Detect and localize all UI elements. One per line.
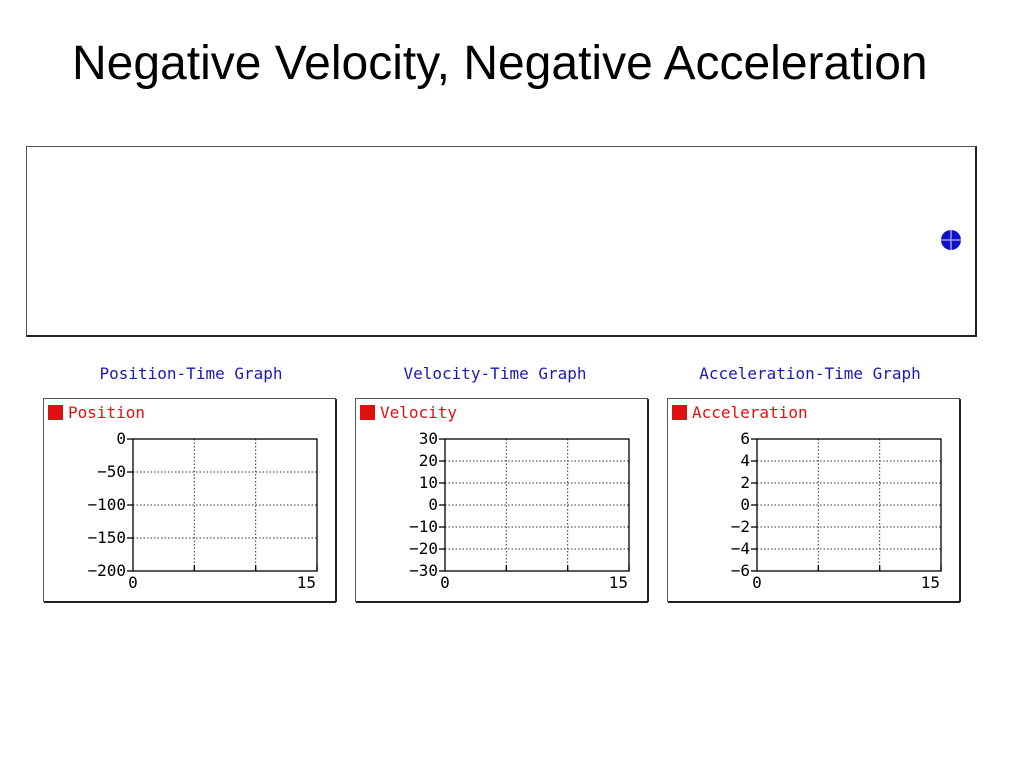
legend-label: Velocity [380, 403, 457, 422]
y-tick-label: −20 [409, 539, 438, 558]
x-tick-label: 15 [921, 573, 940, 592]
acceleration-time-graph: Acceleration 6 4 2 0 −2 −4 −6 0 15 [667, 398, 961, 603]
y-tick-label: 20 [419, 451, 438, 470]
graph-frame [355, 398, 648, 602]
x-tick-label: 0 [440, 573, 450, 592]
x-tick-label: 15 [297, 573, 316, 592]
velocity-time-graph: Velocity 30 20 10 0 −10 −20 −30 0 15 [355, 398, 649, 603]
motion-track [26, 146, 977, 337]
y-tick-label: −50 [97, 462, 126, 481]
y-tick-label: −200 [87, 561, 126, 580]
legend-swatch [360, 405, 375, 420]
x-tick-label: 15 [609, 573, 628, 592]
y-tick-label: 0 [428, 495, 438, 514]
y-tick-label: 6 [740, 429, 750, 448]
moving-object [941, 230, 961, 250]
y-tick-label: −150 [87, 528, 126, 547]
y-tick-label: 0 [116, 429, 126, 448]
y-tick-label: 2 [740, 473, 750, 492]
x-tick-label: 0 [752, 573, 762, 592]
y-tick-label: −6 [731, 561, 750, 580]
graph-frame [43, 398, 336, 602]
y-tick-label: −2 [731, 517, 750, 536]
slide-title: Negative Velocity, Negative Acceleration [72, 37, 928, 90]
legend-swatch [672, 405, 687, 420]
y-tick-label: −4 [731, 539, 750, 558]
x-tick-label: 0 [128, 573, 138, 592]
graph-title-velocity: Velocity-Time Graph [403, 364, 587, 383]
y-tick-label: −30 [409, 561, 438, 580]
y-tick-label: −100 [87, 495, 126, 514]
legend-label: Acceleration [692, 403, 808, 422]
legend-swatch [48, 405, 63, 420]
legend-label: Position [68, 403, 145, 422]
y-tick-label: −10 [409, 517, 438, 536]
graph-title-position: Position-Time Graph [99, 364, 283, 383]
y-tick-label: 30 [419, 429, 438, 448]
graph-frame [667, 398, 960, 602]
y-tick-label: 10 [419, 473, 438, 492]
y-tick-label: 0 [740, 495, 750, 514]
graph-title-acceleration: Acceleration-Time Graph [699, 364, 921, 383]
y-tick-label: 4 [740, 451, 750, 470]
position-time-graph: Position 0 −50 −100 −150 −200 0 15 [43, 398, 337, 603]
